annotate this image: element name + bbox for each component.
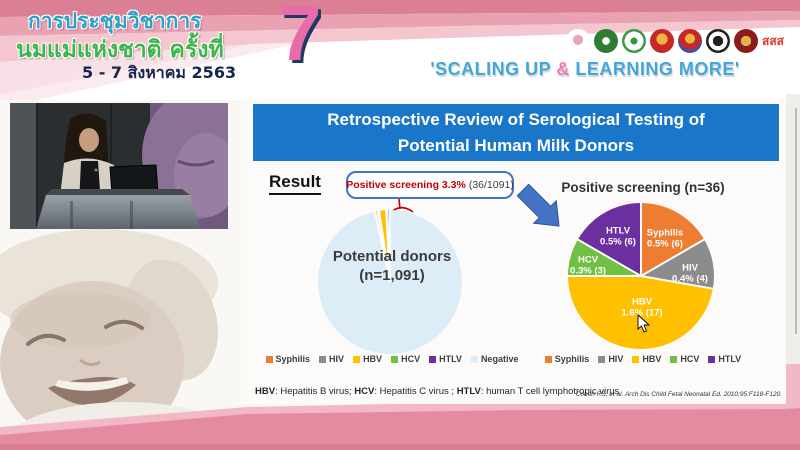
thai-emblem-logo-icon [650, 29, 674, 53]
presenter-scene [10, 91, 250, 229]
callout-highlight: Positive screening 3.3% [346, 179, 466, 191]
legend2-swatch-hcv [670, 356, 678, 363]
arrow-to-detail-pie-icon [516, 183, 560, 227]
edition-number: 7 [278, 0, 322, 77]
callout-detail: (36/1091) [468, 179, 514, 191]
conference-title-line1: การประชุมวิชาการ [28, 9, 202, 33]
health-department-logo-icon [594, 29, 618, 53]
legend-swatch-negative [470, 356, 478, 363]
slice-label-htlv: HTLV 0.5% (6) [600, 225, 636, 248]
bottom-pink-band [0, 362, 800, 450]
pie1-label-line2: (n=1,091) [359, 266, 425, 284]
right-edge-line [795, 108, 797, 334]
legend-potential-donors: Syphilis HIV HBV HCV HTLV Negative [265, 354, 518, 364]
slide-title: Retrospective Review of Serological Test… [253, 104, 779, 161]
legend2-swatch-syphilis [544, 356, 552, 363]
slice-label-hiv: HIV 0.4% (4) [672, 262, 708, 285]
slide-title-line1: Retrospective Review of Serological Test… [327, 110, 705, 129]
presentation-slide: Retrospective Review of Serological Test… [247, 98, 786, 404]
pie2-title: Positive screening (n=36) [561, 180, 725, 195]
university-seal-logo-icon [706, 29, 730, 53]
society-emblem-logo-icon [734, 29, 758, 53]
slogan-ampersand: & [556, 59, 570, 79]
legend2-swatch-hiv [598, 356, 606, 363]
slice-label-hcv: HCV 0.3% (3) [570, 254, 606, 277]
slice-label-hbv: HBV 1.6% (17) [621, 296, 663, 319]
legend-positive-screening: Syphilis HIV HBV HCV HTLV [544, 354, 741, 364]
result-heading: Result [269, 172, 321, 195]
presenter-video [10, 91, 250, 229]
pie1-center-label: Potential donors (n=1,091) [307, 248, 477, 286]
reference-citation: Cohen RS, et al. Arch Dis Child Fetal Ne… [575, 391, 782, 398]
abbreviation-footnote: HBV: Hepatitis B virus; HCV: Hepatitis C… [255, 386, 620, 397]
conference-date: 5 - 7 สิงหาคม 2563 [82, 63, 237, 82]
pie-potential-donors [318, 209, 462, 354]
pie1-label-line1: Potential donors [332, 248, 452, 265]
right-edge-strip [786, 94, 800, 364]
slogan-open: 'SCALING UP [430, 59, 557, 79]
legend-swatch-hiv [319, 356, 327, 363]
sss-health-fund-logo: สสส [762, 34, 784, 48]
slogan-close: LEARNING MORE' [569, 59, 740, 79]
slide-title-line2: Potential Human Milk Donors [397, 135, 635, 155]
medical-association-logo-icon [622, 29, 646, 53]
breastfeeding-foundation-logo-icon [566, 29, 590, 53]
legend2-swatch-hbv [632, 356, 640, 363]
slice-label-syphilis: Syphilis 0.5% (6) [646, 227, 684, 250]
legend-swatch-syphilis [265, 356, 273, 363]
conference-title-line2: นมแม่แห่งชาติ ครั้งที่ [16, 37, 224, 63]
conference-slogan: 'SCALING UP & LEARNING MORE' [378, 59, 792, 80]
royal-college-logo-icon [678, 29, 702, 53]
sponsor-logos: สสส [566, 29, 784, 53]
legend-swatch-hcv [391, 356, 399, 363]
positive-screening-callout: Positive screening 3.3% (36/1091) [346, 171, 514, 199]
mouse-cursor-icon [637, 314, 650, 333]
legend-swatch-hbv [353, 356, 361, 363]
legend-swatch-htlv [429, 356, 437, 363]
legend2-swatch-htlv [708, 356, 716, 363]
